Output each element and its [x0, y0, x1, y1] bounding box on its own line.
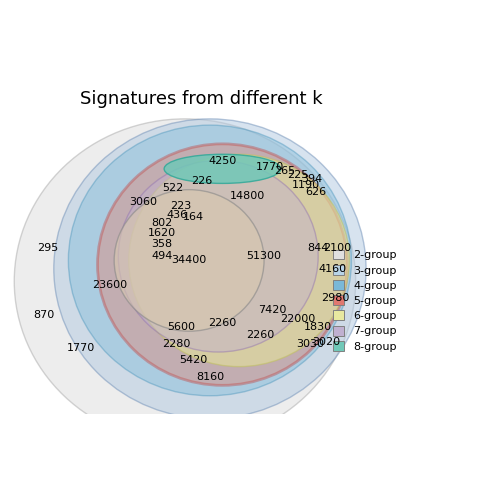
Text: 1770: 1770 [256, 162, 284, 172]
Text: 51300: 51300 [246, 251, 282, 261]
Text: 2260: 2260 [246, 331, 274, 340]
Text: 436: 436 [166, 210, 187, 220]
Text: 2260: 2260 [208, 318, 236, 328]
Text: 5420: 5420 [179, 355, 208, 365]
Text: 626: 626 [305, 187, 327, 197]
Legend: 2-group, 3-group, 4-group, 5-group, 6-group, 7-group, 8-group: 2-group, 3-group, 4-group, 5-group, 6-gr… [330, 246, 400, 355]
Text: 844: 844 [307, 243, 329, 253]
Text: 2100: 2100 [323, 243, 351, 253]
Text: 7420: 7420 [258, 305, 287, 316]
Ellipse shape [97, 144, 347, 386]
Text: 1830: 1830 [304, 322, 332, 332]
Text: 3060: 3060 [130, 197, 157, 207]
Text: 226: 226 [191, 176, 212, 186]
Ellipse shape [129, 154, 349, 366]
Text: 394: 394 [301, 174, 323, 184]
Text: 4160: 4160 [319, 264, 347, 274]
Ellipse shape [54, 119, 366, 419]
Text: 223: 223 [170, 201, 192, 211]
Ellipse shape [164, 154, 281, 183]
Text: 295: 295 [37, 243, 58, 253]
Text: 2980: 2980 [321, 293, 349, 303]
Ellipse shape [14, 119, 356, 444]
Text: 14800: 14800 [230, 191, 265, 201]
Text: 1770: 1770 [67, 343, 95, 353]
Text: 5600: 5600 [167, 322, 195, 332]
Text: 23600: 23600 [92, 280, 128, 290]
Text: 22000: 22000 [280, 313, 315, 324]
Ellipse shape [118, 160, 318, 352]
Text: 494: 494 [151, 251, 173, 261]
Text: 164: 164 [183, 212, 204, 222]
Ellipse shape [114, 190, 264, 331]
Text: 225: 225 [287, 170, 308, 180]
Text: 34400: 34400 [171, 256, 207, 266]
Text: 4250: 4250 [208, 156, 236, 165]
Text: 870: 870 [33, 309, 54, 320]
Text: 1620: 1620 [148, 228, 176, 238]
Text: 802: 802 [151, 218, 173, 228]
Text: 358: 358 [152, 239, 172, 249]
Text: 3030: 3030 [296, 339, 324, 349]
Title: Signatures from different k: Signatures from different k [80, 90, 323, 107]
Text: 522: 522 [162, 182, 183, 193]
Text: 2280: 2280 [162, 339, 191, 349]
Text: 1190: 1190 [292, 180, 320, 191]
Text: 8160: 8160 [196, 372, 224, 382]
Ellipse shape [69, 125, 351, 396]
Text: 3020: 3020 [312, 337, 341, 347]
Text: 265: 265 [274, 166, 295, 176]
